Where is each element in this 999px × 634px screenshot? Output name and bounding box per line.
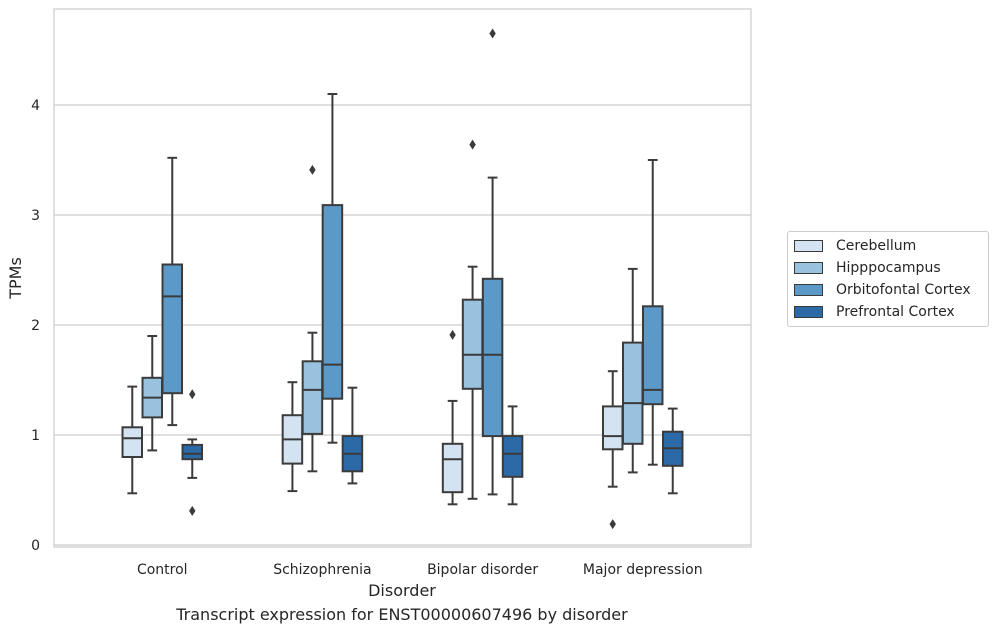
box-1-0 (141, 335, 164, 452)
box-body (441, 442, 464, 494)
outlier-point (449, 329, 456, 340)
box-2-1 (321, 93, 344, 444)
box-2-3 (641, 159, 664, 466)
box-1-2 (461, 139, 484, 500)
outlier-point (189, 389, 196, 400)
y-tick-label: 1 (31, 428, 40, 444)
y-tick-labels: 0 1 2 3 4 (31, 98, 40, 554)
outlier-point (489, 28, 496, 39)
box-body (161, 263, 184, 395)
box-2-2 (481, 28, 504, 496)
x-tick-label: Bipolar disorder (427, 562, 538, 578)
x-tick-labels: Control Schizophrenia Bipolar disorder Majo… (137, 562, 703, 578)
x-axis-label: Disorder (368, 581, 436, 600)
box-0-2 (441, 329, 464, 506)
box-1-1 (301, 164, 324, 473)
legend-swatch-hippocampus (794, 262, 823, 274)
box-2-0 (161, 156, 184, 427)
legend-label: Cerebellum (836, 238, 917, 254)
box-body (621, 341, 644, 445)
outlier-point (189, 505, 196, 516)
outlier-point (469, 139, 476, 150)
box-body (301, 360, 324, 435)
y-tick-label: 4 (31, 98, 40, 114)
box-0-0 (121, 385, 144, 495)
box-body (481, 277, 504, 438)
legend-swatch-orbitofrontal (794, 284, 823, 296)
outlier-point (609, 519, 616, 530)
box-3-1 (341, 386, 364, 485)
x-tick-label: Control (137, 562, 188, 578)
box-body (601, 405, 624, 451)
box-body (501, 435, 524, 478)
box-body (461, 298, 484, 390)
box-3-3 (661, 407, 684, 495)
box-0-1 (281, 381, 304, 493)
box-3-2 (501, 405, 524, 506)
legend-label: Orbitofontal Cortex (836, 282, 971, 298)
legend-swatch-prefrontal (794, 306, 823, 318)
y-tick-label: 2 (31, 318, 40, 334)
legend-label: Hipppocampus (836, 260, 941, 276)
box-groups (121, 28, 684, 530)
legend-item-orbitofrontal: Orbitofontal Cortex (794, 280, 971, 300)
legend-item-cerebellum: Cerebellum (794, 236, 916, 256)
legend-label: Prefrontal Cortex (836, 304, 955, 320)
y-axis-label: TPMs (6, 257, 25, 300)
box-3-0 (181, 389, 204, 516)
plot-area (53, 8, 752, 548)
box-1-3 (621, 267, 644, 474)
x-tick-label: Schizophrenia (273, 562, 371, 578)
legend-swatch-cerebellum (794, 240, 823, 252)
box-body (321, 204, 344, 400)
chart-caption: Transcript expression for ENST0000060749… (176, 605, 628, 624)
box-0-3 (601, 370, 624, 530)
box-body (181, 443, 204, 461)
y-tick-label: 3 (31, 208, 40, 224)
legend-item-hippocampus: Hipppocampus (794, 258, 941, 278)
y-tick-label: 0 (31, 538, 40, 554)
box-body (121, 426, 144, 458)
legend: Cerebellum Hipppocampus Orbitofontal Cor… (787, 231, 989, 327)
x-tick-label: Major depression (583, 562, 703, 578)
box-body (641, 305, 664, 406)
outlier-point (309, 164, 316, 175)
legend-item-prefrontal: Prefrontal Cortex (794, 302, 955, 322)
